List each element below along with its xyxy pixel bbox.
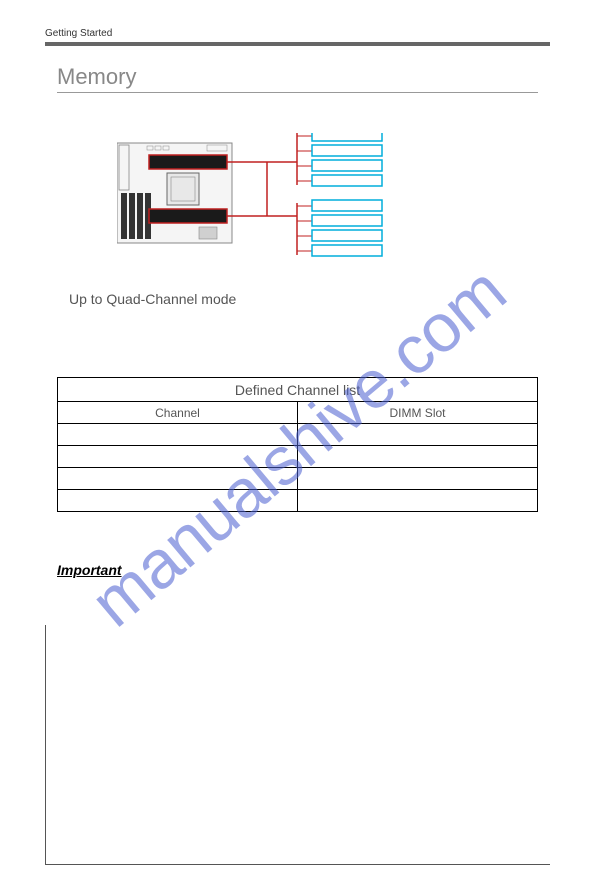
- pcie-slot: [121, 193, 127, 239]
- sub-heading: Up to Quad-Channel mode: [69, 291, 550, 307]
- table-header-row: Channel DIMM Slot: [58, 402, 538, 424]
- section-title: Memory: [57, 64, 538, 93]
- dimm-bank-upper: [149, 155, 227, 169]
- table-cell: [298, 424, 538, 446]
- page-container: Getting Started Memory: [0, 0, 595, 893]
- dimm-slot-callout: [312, 215, 382, 226]
- header-label: Getting Started: [45, 28, 550, 39]
- dimm-slot-callout: [312, 133, 382, 141]
- pcie-slot: [137, 193, 143, 239]
- table-cell: [298, 490, 538, 512]
- table-cell: [58, 424, 298, 446]
- cpu-socket: [167, 173, 199, 205]
- table-cell: [58, 446, 298, 468]
- table-row: [58, 490, 538, 512]
- dimm-slot-callout: [312, 175, 382, 186]
- motherboard-diagram: [57, 123, 538, 283]
- important-heading: Important: [57, 562, 550, 578]
- table-col-channel: Channel: [58, 402, 298, 424]
- table-title: Defined Channel list: [58, 378, 538, 402]
- dimm-slot-callout: [312, 245, 382, 256]
- channel-table: Defined Channel list Channel DIMM Slot: [57, 377, 538, 512]
- pcie-slot: [129, 193, 135, 239]
- table-row: [58, 468, 538, 490]
- dimm-slot-callout: [312, 200, 382, 211]
- table-cell: [298, 468, 538, 490]
- dimm-slot-callout: [312, 160, 382, 171]
- chipset: [199, 227, 217, 239]
- table-cell: [58, 468, 298, 490]
- dimm-slot-callout: [312, 145, 382, 156]
- dimm-bank-lower: [149, 209, 227, 223]
- left-rule: [45, 625, 46, 865]
- header-rule: [45, 42, 550, 46]
- table-col-dimmslot: DIMM Slot: [298, 402, 538, 424]
- bottom-rule: [45, 864, 550, 865]
- mobo-svg: [117, 133, 537, 283]
- table-title-row: Defined Channel list: [58, 378, 538, 402]
- table-row: [58, 446, 538, 468]
- table-row: [58, 424, 538, 446]
- table-cell: [58, 490, 298, 512]
- table-cell: [298, 446, 538, 468]
- dimm-slot-callout: [312, 230, 382, 241]
